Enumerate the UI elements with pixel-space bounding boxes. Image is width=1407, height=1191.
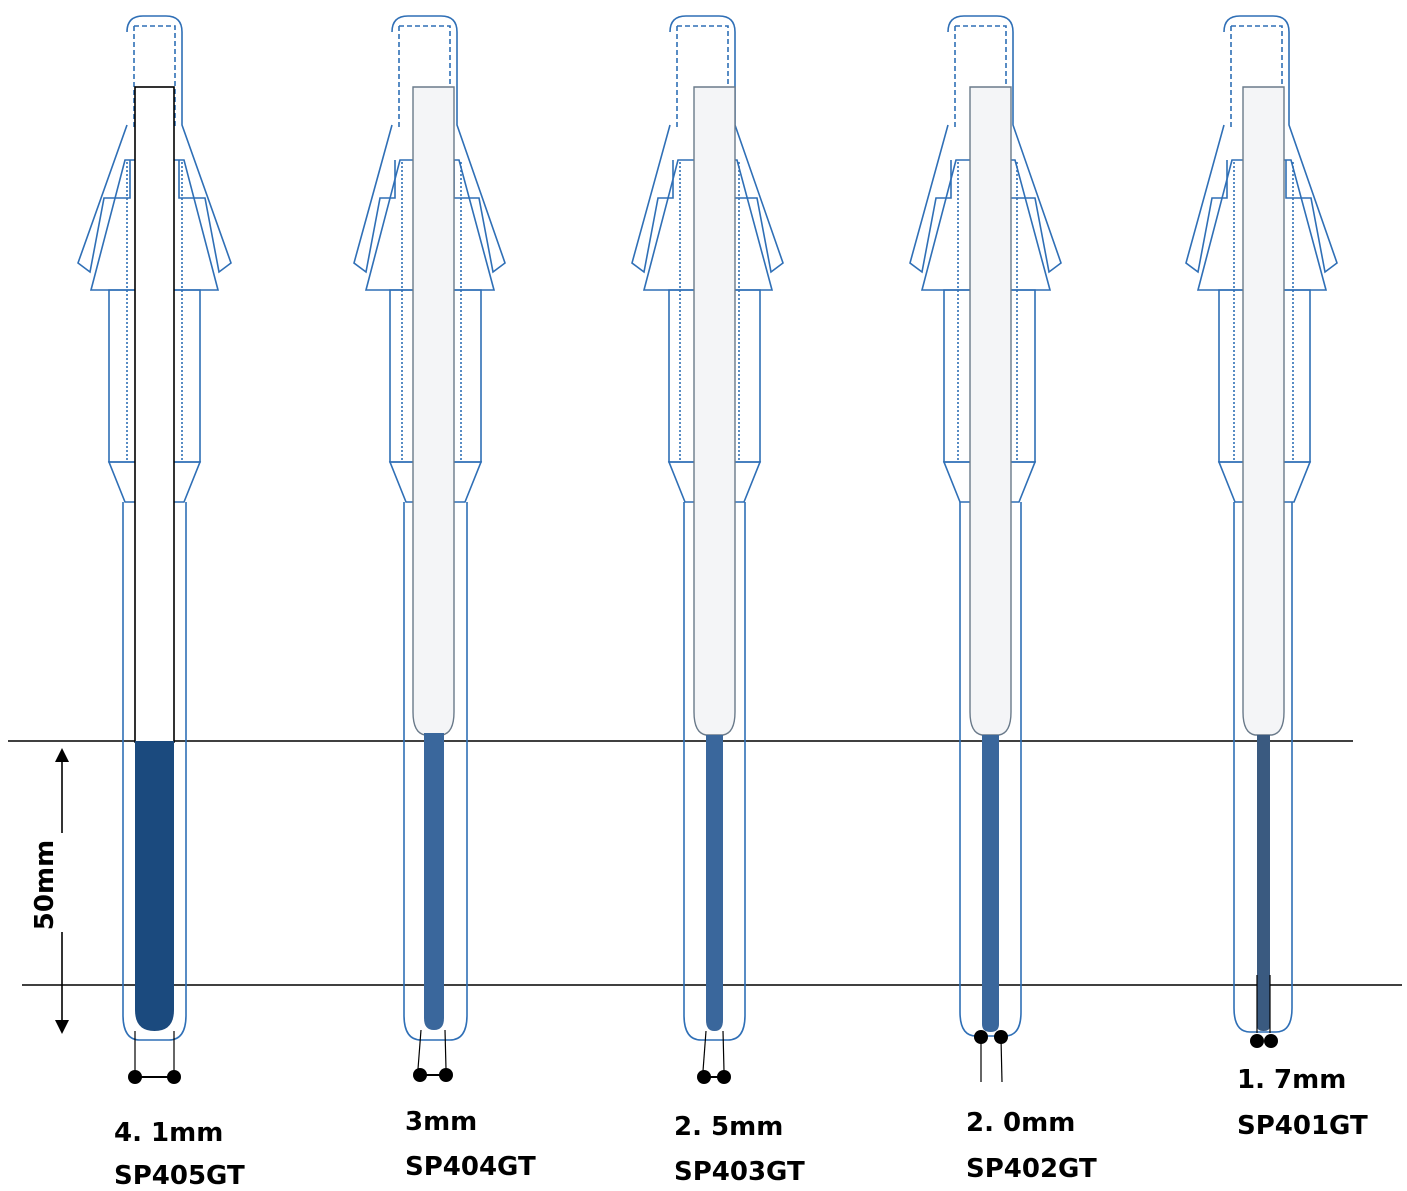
tip-diameter-label: 2. 5mm [674,1112,783,1142]
tip-diameter-label: 3mm [405,1107,477,1137]
tip-model-label: SP402GT [966,1154,1097,1184]
tip-diameter-label: 2. 0mm [966,1108,1075,1138]
tip-model-label: SP405GT [114,1161,245,1191]
tip-model-label: SP404GT [405,1152,536,1182]
pipette-tip-sp404gt [353,15,506,1082]
dimension-label: 50mm [30,840,60,930]
tip-diameter-label: 1. 7mm [1237,1065,1346,1095]
pipette-tip-sp405gt [77,15,232,1084]
tip-model-label: SP401GT [1237,1111,1368,1141]
tip-diameter-label: 4. 1mm [114,1118,223,1148]
pipette-tip-sp402gt [909,15,1062,1083]
pipette-tip-sp401gt [1185,15,1338,1048]
tip-model-label: SP403GT [674,1157,805,1187]
pipette-tip-sp403gt [631,15,784,1084]
dimension-arrow [55,748,69,1034]
